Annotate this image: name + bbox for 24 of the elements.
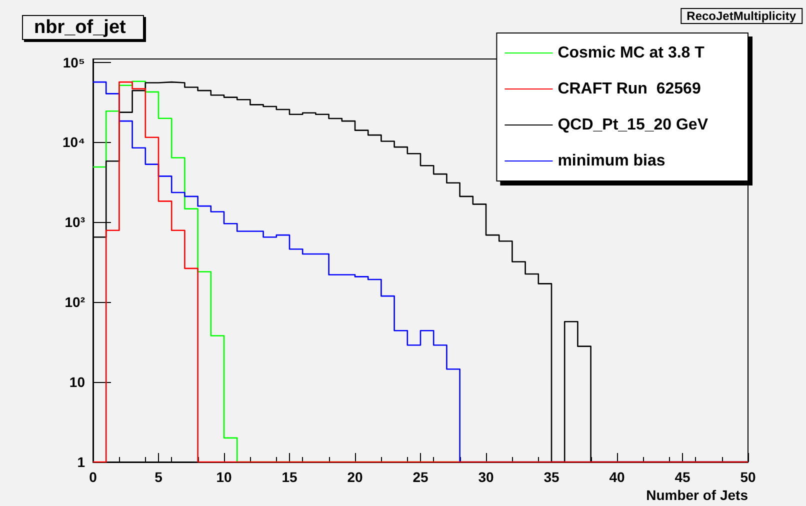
y-tick-label: 1 (77, 454, 86, 470)
x-tick-label: 10 (216, 469, 232, 485)
x-tick-label: 30 (478, 469, 494, 485)
x-tick-label: 5 (154, 469, 163, 485)
x-tick-label: 20 (347, 469, 363, 485)
y-tick-label: 10⁵ (62, 54, 85, 70)
x-axis-title: Number of Jets (646, 487, 748, 503)
y-tick-label: 10⁴ (62, 134, 86, 150)
y-tick-label: 10² (64, 294, 86, 310)
text: RecoJetMultiplicity (686, 9, 796, 23)
x-tick-label: 40 (609, 469, 625, 485)
x-tick-label: 25 (412, 469, 428, 485)
x-tick-label: 0 (89, 469, 98, 485)
x-tick-label: 45 (674, 469, 690, 485)
chart-title: nbr_of_jet (34, 17, 127, 38)
x-tick-label: 15 (282, 469, 298, 485)
legend-label: Cosmic MC at 3.8 T (558, 44, 705, 62)
legend-label: QCD_Pt_15_20 GeV (558, 116, 708, 134)
x-tick-label: 35 (544, 469, 560, 485)
y-tick-label: 10 (69, 374, 86, 390)
legend-label: minimum bias (558, 152, 666, 170)
y-tick-label: 10³ (64, 214, 86, 230)
x-tick-label: 50 (740, 469, 756, 485)
legend-label: CRAFT Run 62569 (558, 80, 701, 98)
